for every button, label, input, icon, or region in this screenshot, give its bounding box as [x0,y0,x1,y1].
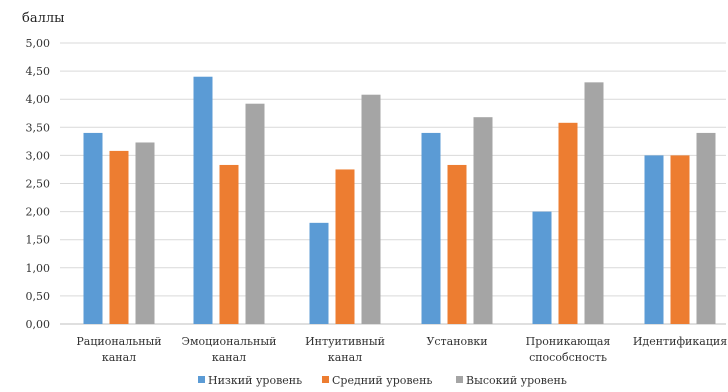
category-label: Рациональный канал [76,335,161,364]
category-label-line: канал [102,351,136,364]
category-label-line: Рациональный [76,335,161,348]
y-tick-label: 1,50 [26,234,51,247]
bar-high [361,94,381,324]
bars [83,76,716,325]
bar-medium [219,164,239,324]
category-label: Проникающая способсность [526,335,611,364]
bar-medium [447,164,467,324]
legend: Низкий уровень Средний уровень Высокий уро… [198,374,567,387]
bar-high [584,82,604,324]
y-tick-label: 3,00 [26,149,51,162]
bar-low [193,76,213,324]
category-label-line: Идентификация [633,335,727,348]
bar-high [696,132,716,324]
legend-swatch [198,376,205,383]
category-label-line: Установки [426,335,487,348]
bar-medium [335,169,355,324]
legend-label: Средний уровень [332,374,432,387]
category-label-line: канал [328,351,362,364]
y-tick-label: 0,50 [26,290,51,303]
legend-item: Средний уровень [322,374,432,387]
y-tick-label: 2,50 [26,178,51,191]
bar-high [245,103,265,324]
bar-medium [670,155,690,324]
y-axis-unit-label: баллы [22,11,64,26]
bar-low [309,222,329,324]
bar-low [532,211,552,324]
category-label-line: способсность [529,351,607,364]
category-label: Идентификация [633,335,727,348]
category-label-line: Эмоциональный [182,335,277,348]
y-tick-label: 0,00 [26,318,51,331]
bar-low [644,155,664,324]
bar-high [473,117,493,325]
y-tick-label: 3,50 [26,121,51,134]
legend-swatch [322,376,329,383]
legend-label: Высокий уровень [466,374,567,387]
legend-item: Низкий уровень [198,374,302,387]
bar-medium [109,150,129,324]
bar-medium [558,122,578,324]
y-tick-label: 5,00 [26,37,51,50]
category-label: Интуитивный канал [305,335,385,364]
category-label-line: канал [212,351,246,364]
x-axis-category-labels: РациональныйканалЭмоциональныйканалИнтуи… [76,335,727,364]
category-label: Эмоциональный канал [182,335,277,364]
y-axis-tick-labels: 0,00 0,50 1,00 1,50 2,00 2,50 3,00 3,50 4,00 4,50… [26,37,51,331]
category-label-line: Проникающая [526,335,611,348]
bar-low [421,132,441,324]
bar-high [135,142,155,324]
y-tick-label: 4,00 [26,93,51,106]
y-tick-label: 1,00 [26,262,51,275]
y-tick-label: 4,50 [26,65,51,78]
legend-label: Низкий уровень [208,374,302,387]
gridlines [60,42,726,325]
bar-low [83,132,103,324]
legend-swatch [456,376,463,383]
legend-item: Высокий уровень [456,374,567,387]
y-tick-label: 2,00 [26,206,51,219]
category-label: Установки [426,335,487,348]
category-label-line: Интуитивный [305,335,385,348]
